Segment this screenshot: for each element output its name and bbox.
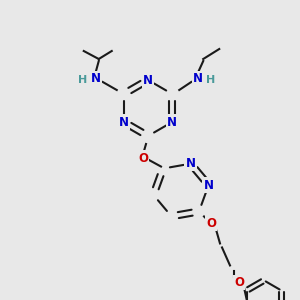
Text: N: N [119, 116, 129, 128]
Text: N: N [204, 178, 214, 192]
Text: N: N [193, 73, 203, 85]
Text: H: H [78, 75, 87, 85]
Text: O: O [234, 276, 244, 289]
Text: O: O [206, 217, 216, 230]
Text: N: N [143, 74, 153, 86]
Text: H: H [206, 75, 215, 85]
Text: O: O [138, 152, 148, 164]
Text: N: N [167, 116, 177, 128]
Text: N: N [186, 157, 196, 170]
Text: N: N [91, 73, 101, 85]
